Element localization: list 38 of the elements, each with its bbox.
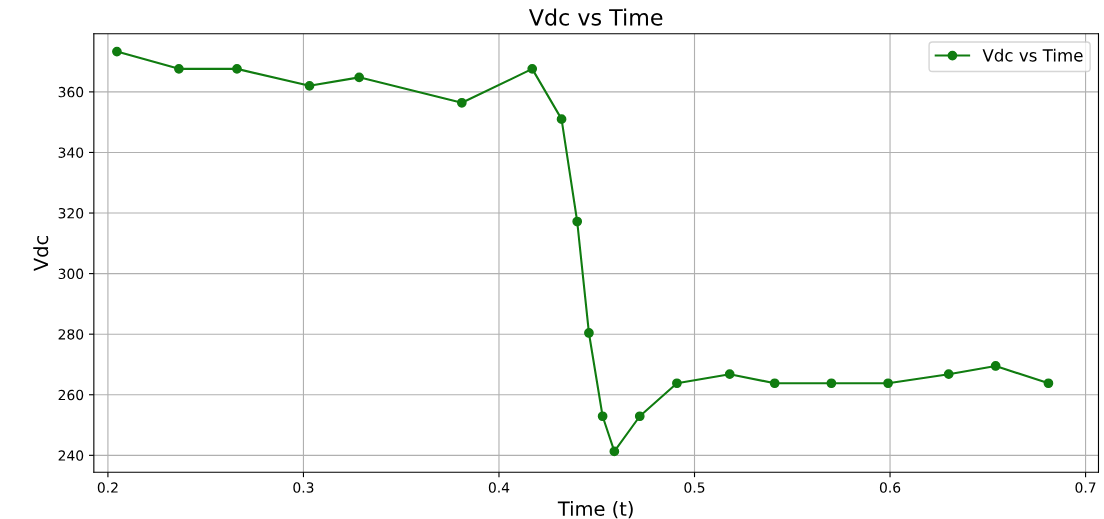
point <box>672 378 682 389</box>
y-tick-label: 280 <box>58 329 84 340</box>
y-axis-title: Vdc <box>33 236 49 272</box>
point <box>609 446 620 457</box>
x-tick-label: 0.3 <box>293 482 314 493</box>
point <box>943 369 954 380</box>
point <box>990 361 1001 371</box>
x-tick-label: 0.5 <box>684 482 705 493</box>
x-axis-title: Time (t) <box>557 501 633 519</box>
y-tick-label: 240 <box>58 450 84 461</box>
y-tick-label: 320 <box>58 208 84 219</box>
point <box>174 64 184 74</box>
x-tick-label: 0.6 <box>879 482 901 493</box>
chart-title: Vdc vs Time <box>528 8 663 26</box>
x-tick-label: 0.4 <box>488 482 510 493</box>
point <box>527 64 538 74</box>
x-tick-label: 0.7 <box>1075 482 1096 493</box>
point <box>572 216 583 227</box>
point <box>883 378 893 389</box>
point <box>724 369 735 380</box>
x-tick-label: 0.2 <box>97 482 118 493</box>
point <box>354 72 365 83</box>
point <box>1043 378 1054 389</box>
point <box>584 328 594 338</box>
point <box>112 46 122 57</box>
y-tick-label: 300 <box>58 268 84 280</box>
point <box>304 80 315 91</box>
legend-label: Vdc vs Time <box>982 48 1083 62</box>
point <box>456 97 467 108</box>
point <box>597 411 608 422</box>
point <box>556 114 567 125</box>
point <box>826 378 837 389</box>
y-tick-label: 260 <box>58 389 84 401</box>
point <box>232 64 242 74</box>
point <box>769 378 780 389</box>
y-tick-label: 340 <box>58 147 84 158</box>
y-tick-label: 360 <box>58 86 84 98</box>
point <box>634 411 645 422</box>
